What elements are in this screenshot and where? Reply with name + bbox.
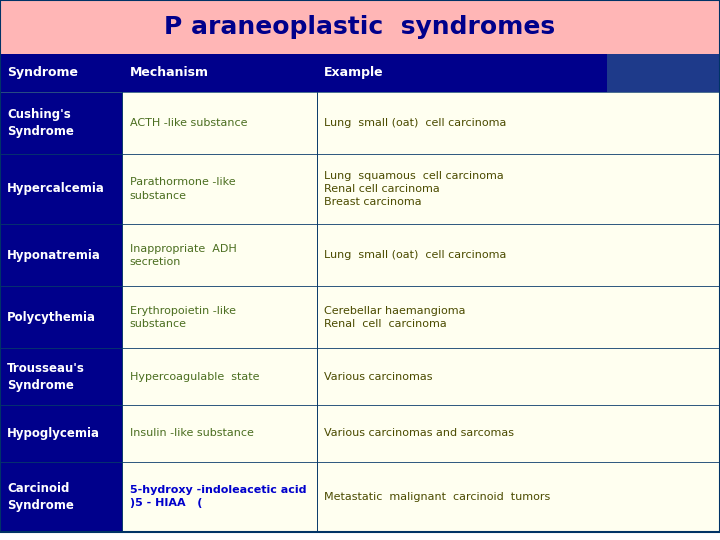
- Text: Insulin -like substance: Insulin -like substance: [130, 428, 253, 438]
- FancyBboxPatch shape: [607, 54, 720, 92]
- Text: Hypoglycemia: Hypoglycemia: [7, 427, 100, 440]
- Text: 5-hydroxy -indoleacetic acid
)5 - HIAA   (: 5-hydroxy -indoleacetic acid )5 - HIAA (: [130, 485, 306, 508]
- Text: Mechanism: Mechanism: [130, 66, 209, 79]
- Text: Various carcinomas and sarcomas: Various carcinomas and sarcomas: [324, 428, 514, 438]
- FancyBboxPatch shape: [122, 405, 317, 462]
- Text: Inappropriate  ADH
secretion: Inappropriate ADH secretion: [130, 244, 236, 267]
- Text: Lung  squamous  cell carcinoma
Renal cell carcinoma
Breast carcinoma: Lung squamous cell carcinoma Renal cell …: [324, 171, 504, 207]
- FancyBboxPatch shape: [0, 286, 122, 348]
- FancyBboxPatch shape: [122, 92, 317, 154]
- FancyBboxPatch shape: [122, 348, 317, 405]
- FancyBboxPatch shape: [0, 224, 122, 286]
- Text: Hypercoagulable  state: Hypercoagulable state: [130, 372, 259, 382]
- Text: Metastatic  malignant  carcinoid  tumors: Metastatic malignant carcinoid tumors: [324, 492, 550, 502]
- Text: Carcinoid
Syndrome: Carcinoid Syndrome: [7, 482, 74, 512]
- Text: Cushing's
Syndrome: Cushing's Syndrome: [7, 108, 74, 138]
- Text: Erythropoietin -like
substance: Erythropoietin -like substance: [130, 306, 235, 329]
- FancyBboxPatch shape: [317, 224, 720, 286]
- FancyBboxPatch shape: [0, 405, 122, 462]
- Text: Parathormone -like
substance: Parathormone -like substance: [130, 178, 235, 200]
- FancyBboxPatch shape: [122, 462, 317, 532]
- FancyBboxPatch shape: [122, 224, 317, 286]
- Text: Trousseau's
Syndrome: Trousseau's Syndrome: [7, 362, 85, 392]
- FancyBboxPatch shape: [0, 462, 122, 532]
- Text: Cerebellar haemangioma
Renal  cell  carcinoma: Cerebellar haemangioma Renal cell carcin…: [324, 306, 466, 329]
- FancyBboxPatch shape: [0, 0, 720, 54]
- FancyBboxPatch shape: [317, 92, 720, 154]
- Text: Syndrome: Syndrome: [7, 66, 78, 79]
- Text: Various carcinomas: Various carcinomas: [324, 372, 433, 382]
- Text: Polycythemia: Polycythemia: [7, 310, 96, 324]
- FancyBboxPatch shape: [0, 54, 720, 92]
- Text: ACTH -like substance: ACTH -like substance: [130, 118, 247, 128]
- FancyBboxPatch shape: [122, 286, 317, 348]
- FancyBboxPatch shape: [0, 348, 122, 405]
- Text: Lung  small (oat)  cell carcinoma: Lung small (oat) cell carcinoma: [324, 118, 506, 128]
- FancyBboxPatch shape: [0, 154, 122, 224]
- FancyBboxPatch shape: [317, 462, 720, 532]
- Text: P araneoplastic  syndromes: P araneoplastic syndromes: [164, 15, 556, 39]
- FancyBboxPatch shape: [0, 92, 122, 154]
- FancyBboxPatch shape: [317, 405, 720, 462]
- FancyBboxPatch shape: [317, 154, 720, 224]
- FancyBboxPatch shape: [317, 286, 720, 348]
- Text: Lung  small (oat)  cell carcinoma: Lung small (oat) cell carcinoma: [324, 250, 506, 260]
- Text: Hypercalcemia: Hypercalcemia: [7, 183, 105, 195]
- Text: Example: Example: [324, 66, 384, 79]
- FancyBboxPatch shape: [317, 348, 720, 405]
- FancyBboxPatch shape: [122, 154, 317, 224]
- Text: Hyponatremia: Hyponatremia: [7, 248, 101, 262]
